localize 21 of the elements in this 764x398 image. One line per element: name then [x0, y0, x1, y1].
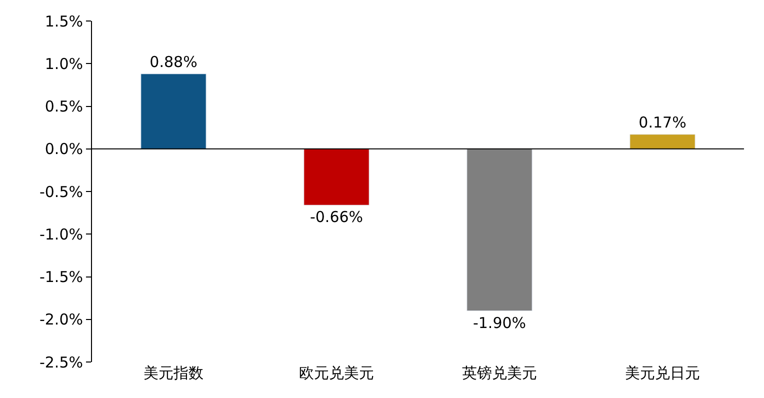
data-label: 0.88% [150, 52, 198, 71]
y-tick-label: -0.5% [39, 182, 83, 201]
y-tick-label: -1.0% [39, 225, 83, 244]
x-tick-label: 欧元兑美元 [299, 364, 374, 382]
y-tick-label: 1.5% [44, 12, 83, 30]
bar [304, 148, 370, 206]
x-tick-label: 美元兑日元 [625, 364, 700, 382]
y-tick-label: 0.5% [44, 98, 83, 116]
data-label: 0.17% [638, 113, 686, 132]
bar [140, 74, 206, 150]
y-tick-label: -1.5% [39, 268, 83, 286]
y-tick-label: -2.5% [39, 353, 83, 372]
data-label: -0.66% [310, 208, 364, 226]
bar [630, 134, 696, 150]
x-tick-label: 英镑兑美元 [462, 364, 537, 382]
x-tick-label: 美元指数 [144, 364, 204, 382]
bar [466, 148, 532, 312]
y-tick-label: 0.0% [44, 140, 83, 158]
y-tick-label: 1.0% [44, 54, 83, 73]
data-label: -1.90% [472, 314, 526, 332]
y-tick-label: -2.0% [39, 310, 83, 329]
